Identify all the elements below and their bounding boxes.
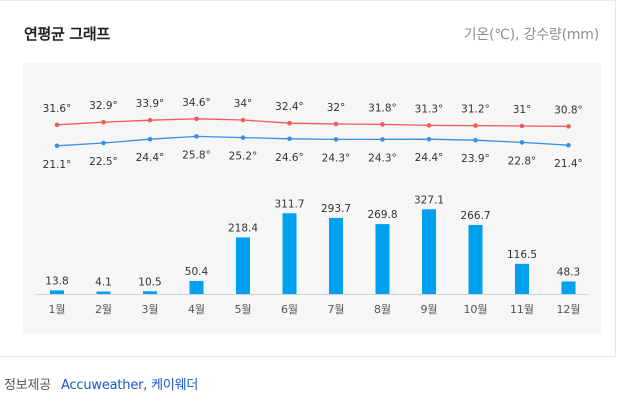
max-temp-label: 31.6° bbox=[43, 103, 72, 115]
max-temp-label: 34.6° bbox=[182, 97, 211, 109]
min-temp-label: 21.4° bbox=[554, 158, 583, 170]
min-temp-point bbox=[147, 136, 153, 142]
min-temp-point bbox=[194, 134, 199, 139]
min-temp-point bbox=[566, 142, 571, 148]
min-temp-point bbox=[240, 135, 246, 140]
precip-label: 266.7 bbox=[460, 210, 490, 222]
climate-chart-svg: 31.6° 32.9° 33.9° 34.6° 34° 32.4° 32° 31.8° 31.3… bbox=[35, 97, 589, 316]
max-temp-point bbox=[473, 123, 478, 128]
source-separator: , bbox=[143, 378, 152, 393]
min-temp-point bbox=[333, 137, 339, 142]
min-temp-label: 22.8° bbox=[508, 155, 537, 167]
month-tick-label: 1월 bbox=[48, 303, 65, 316]
precip-bar bbox=[143, 291, 157, 294]
max-temp-point bbox=[426, 123, 432, 128]
max-temp-point bbox=[147, 117, 153, 123]
max-temp-point bbox=[54, 122, 60, 128]
max-temp-point bbox=[380, 122, 385, 127]
min-temp-label: 24.3° bbox=[322, 152, 351, 164]
precip-label: 311.7 bbox=[274, 198, 304, 210]
min-temp-label: 24.6° bbox=[275, 152, 304, 164]
precip-bar bbox=[515, 263, 529, 294]
max-temp-label: 31° bbox=[513, 104, 532, 116]
max-temp-point bbox=[194, 116, 199, 122]
precip-bar bbox=[236, 237, 250, 294]
min-temp-label: 25.2° bbox=[229, 151, 258, 163]
max-temp-point bbox=[333, 121, 339, 127]
precip-bar bbox=[561, 281, 576, 294]
max-temp-label: 32° bbox=[327, 102, 346, 114]
precip-bar bbox=[375, 224, 390, 294]
month-tick-label: 12월 bbox=[556, 303, 580, 316]
min-temp-label: 21.1° bbox=[43, 159, 72, 171]
precip-label: 327.1 bbox=[414, 194, 444, 206]
max-temp-point bbox=[287, 120, 292, 126]
min-temp-point bbox=[519, 140, 525, 145]
max-temp-label: 32.9° bbox=[89, 100, 118, 112]
precip-bar bbox=[282, 213, 297, 294]
max-temp-point bbox=[566, 124, 571, 129]
max-temp-label: 31.3° bbox=[415, 103, 444, 115]
month-tick-label: 3월 bbox=[141, 303, 158, 316]
precip-bar bbox=[468, 224, 483, 294]
max-temp-label: 31.2° bbox=[461, 104, 490, 116]
source-label: 정보제공 bbox=[4, 378, 52, 393]
max-temp-line bbox=[56, 118, 569, 128]
max-temp-point bbox=[101, 119, 106, 125]
precip-bar bbox=[329, 217, 343, 294]
precip-label: 293.7 bbox=[321, 203, 351, 215]
max-temp-point bbox=[240, 117, 246, 123]
min-temp-label: 23.9° bbox=[461, 153, 490, 165]
max-temp-label: 30.8° bbox=[554, 104, 583, 116]
min-temp-point bbox=[101, 140, 106, 146]
min-temp-label: 25.8° bbox=[182, 149, 211, 161]
precip-bar bbox=[189, 280, 204, 294]
precip-label: 116.5 bbox=[507, 249, 537, 261]
source-link-accuweather[interactable]: Accuweather bbox=[60, 378, 144, 393]
chart-title: 연평균 그래프 bbox=[24, 25, 110, 43]
min-temp-point bbox=[426, 136, 432, 142]
month-tick-label: 5월 bbox=[234, 303, 251, 316]
precip-label: 269.8 bbox=[367, 209, 397, 221]
precip-label: 50.4 bbox=[185, 266, 209, 278]
month-tick-label: 4월 bbox=[188, 303, 205, 316]
max-temp-label: 34° bbox=[234, 98, 253, 110]
source-link-kweather[interactable]: 케이웨더 bbox=[151, 378, 199, 393]
precip-bar bbox=[422, 209, 436, 294]
max-temp-point bbox=[519, 123, 525, 129]
precip-label: 13.8 bbox=[45, 275, 68, 287]
precip-label: 48.3 bbox=[557, 266, 580, 278]
legend-units: 기온(℃), 강수량(mm) bbox=[463, 27, 600, 43]
min-temp-label: 24.4° bbox=[415, 152, 444, 164]
climate-chart: 31.6° 32.9° 33.9° 34.6° 34° 32.4° 32° 31.8° 31.3… bbox=[23, 63, 601, 333]
min-temp-point bbox=[287, 136, 292, 142]
month-tick-label: 8월 bbox=[374, 303, 391, 316]
divider bbox=[0, 0, 616, 1]
max-temp-label: 31.8° bbox=[368, 102, 397, 114]
min-temp-label: 24.3° bbox=[368, 152, 397, 164]
min-temp-point bbox=[473, 137, 478, 143]
precip-label: 10.5 bbox=[138, 276, 161, 288]
precip-label: 4.1 bbox=[95, 277, 112, 289]
month-tick-label: 6월 bbox=[281, 303, 298, 316]
precip-bar bbox=[50, 290, 64, 294]
precip-label: 218.4 bbox=[228, 222, 258, 234]
annual-climate-card: 연평균 그래프 기온(℃), 강수량(mm) 31.6° 32.9° 33.9° 34… bbox=[0, 0, 616, 357]
month-tick-label: 7월 bbox=[327, 303, 344, 316]
source-footer: 정보제공 Accuweather, 케이웨더 bbox=[4, 374, 198, 393]
min-temp-point bbox=[380, 137, 385, 142]
month-tick-label: 11월 bbox=[510, 303, 534, 316]
month-tick-label: 2월 bbox=[95, 303, 112, 316]
min-temp-point bbox=[54, 143, 60, 149]
max-temp-label: 33.9° bbox=[136, 98, 165, 110]
min-temp-label: 22.5° bbox=[89, 156, 118, 168]
min-temp-line bbox=[56, 135, 569, 147]
month-tick-label: 10월 bbox=[463, 303, 487, 316]
month-tick-label: 9월 bbox=[420, 303, 437, 316]
max-temp-label: 32.4° bbox=[275, 101, 304, 113]
precip-bar bbox=[96, 291, 111, 294]
min-temp-label: 24.4° bbox=[136, 152, 165, 164]
